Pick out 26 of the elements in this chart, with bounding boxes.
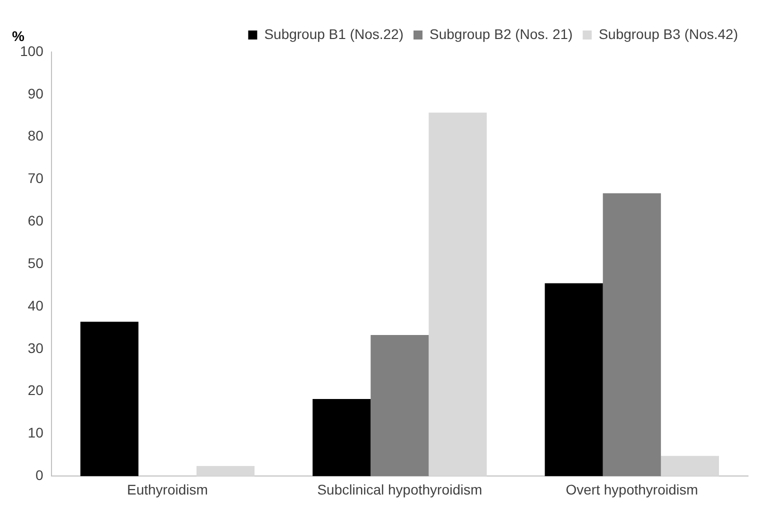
y-tick-label: 80 <box>28 128 44 144</box>
bar <box>370 334 429 476</box>
bar <box>602 193 661 476</box>
y-tick-label: 90 <box>28 85 44 102</box>
y-tick-label: 0 <box>36 467 44 484</box>
legend-label: Subgroup B1 (Nos.22) <box>264 26 404 42</box>
y-tick-label: 70 <box>28 170 44 186</box>
y-tick-label: 10 <box>28 424 44 441</box>
y-tick-label: 30 <box>28 340 44 356</box>
legend-label: Subgroup B2 (Nos. 21) <box>430 26 573 42</box>
x-tick-label: Overt hypothyroidism <box>566 481 698 498</box>
bar <box>312 398 371 476</box>
y-tick-label: 20 <box>28 382 44 398</box>
bar <box>196 466 255 476</box>
y-axis-title: % <box>12 28 25 44</box>
y-tick-label: 40 <box>28 297 44 314</box>
x-tick-label: Euthyroidism <box>127 481 208 498</box>
bar <box>428 112 487 476</box>
y-tick-label: 100 <box>20 42 44 59</box>
x-tick-label: Subclinical hypothyroidism <box>317 481 482 498</box>
bar <box>660 456 719 476</box>
bar <box>544 283 603 476</box>
y-tick-label: 60 <box>28 212 44 229</box>
y-tick-label: 50 <box>28 254 44 271</box>
bar <box>80 322 138 476</box>
legend-label: Subgroup B3 (Nos.42) <box>598 26 738 42</box>
